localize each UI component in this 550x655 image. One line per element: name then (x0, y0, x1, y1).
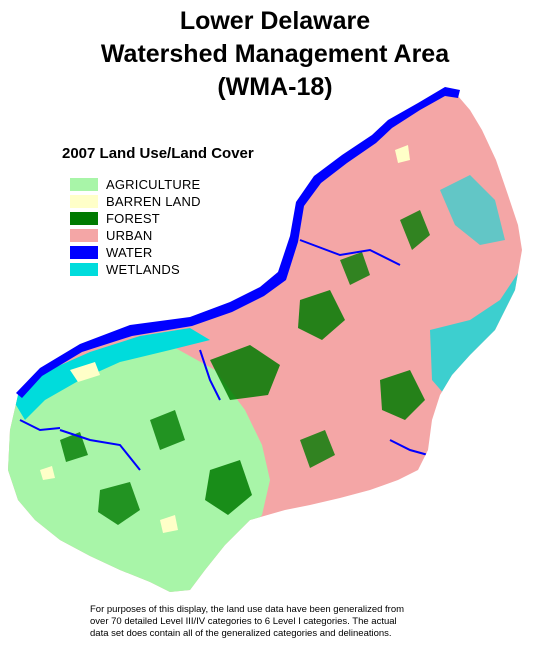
stream-2 (299, 239, 401, 266)
forest-patch-5 (98, 482, 140, 525)
legend-item-urban: URBAN (70, 227, 153, 243)
legend-item-forest: FOREST (70, 210, 160, 226)
forest-swatch (70, 211, 98, 225)
legend-title: 2007 Land Use/Land Cover (62, 145, 254, 162)
title-line-3: (WMA-18) (217, 73, 333, 101)
legend-item-barren-land: BARREN LAND (70, 193, 201, 209)
agriculture-region (8, 345, 270, 592)
wetlands-east (430, 270, 522, 395)
forest-patch-8 (150, 410, 185, 450)
stream-1 (59, 429, 141, 471)
stream-5 (19, 419, 61, 432)
footnote-line-1: For purposes of this display, the land u… (90, 604, 405, 615)
urban-swatch (70, 228, 98, 242)
legend-label: BARREN LAND (106, 193, 201, 209)
footnote: For purposes of this display, the land u… (90, 604, 530, 640)
footnote-line-2: over 70 detailed Level III/IV categories… (90, 616, 397, 627)
legend-label: WETLANDS (106, 261, 180, 277)
forest-patch-3 (380, 370, 425, 420)
forest-patch-1 (210, 345, 280, 400)
forest-patch-4 (205, 460, 252, 515)
legend-item-wetlands: WETLANDS (70, 261, 180, 277)
stream-3 (389, 439, 429, 456)
water-swatch (70, 245, 98, 259)
forest-patch-2 (298, 290, 345, 340)
wetlands-swatch (70, 262, 98, 276)
stream-4 (199, 349, 221, 401)
barren-patch-2 (395, 145, 410, 163)
wetlands-coastal (10, 328, 210, 420)
legend-item-water: WATER (70, 244, 153, 260)
title-line-2: Watershed Management Area (100, 40, 450, 68)
barren-patch-1 (70, 362, 100, 382)
forest-patch-10 (300, 430, 335, 468)
legend-item-agriculture: AGRICULTURE (70, 176, 200, 192)
legend-label: URBAN (106, 227, 153, 243)
legend-label: WATER (106, 244, 153, 260)
barren-patch-3 (160, 515, 178, 533)
barren-patch-4 (40, 466, 55, 480)
agriculture-swatch (70, 177, 98, 191)
forest-patch-6 (400, 210, 430, 250)
legend-label: AGRICULTURE (106, 176, 201, 192)
wetlands-ne (440, 175, 505, 245)
title-line-1: Lower Delaware (179, 7, 371, 35)
forest-patch-7 (340, 252, 370, 285)
forest-patch-9 (60, 432, 88, 462)
legend-label: FOREST (106, 210, 160, 226)
footnote-line-3: data set does contain all of the general… (90, 628, 392, 639)
barren-land-swatch (70, 194, 98, 208)
